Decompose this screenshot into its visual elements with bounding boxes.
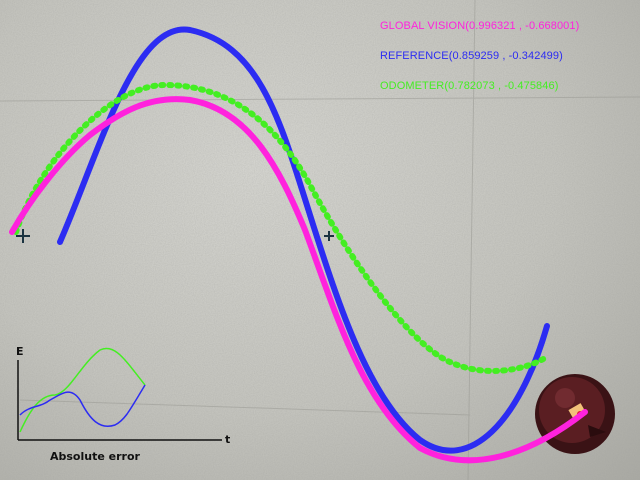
inset-x-label: t (225, 433, 230, 446)
global-vision-error-curve (19, 384, 146, 427)
error-inset: E t (16, 345, 230, 446)
legend-reference: REFERENCE(0.859259 , -0.342499) (380, 50, 563, 62)
legend-reference-coords: (0.859259 , -0.342499) (448, 50, 563, 62)
legend-global-vision: GLOBAL VISION(0.996321 , -0.668001) (380, 20, 579, 32)
odometer-error-curve (19, 347, 146, 433)
inset-y-label: E (16, 345, 24, 358)
legend-odometer: ODOMETER(0.782073 , -0.475846) (380, 80, 558, 92)
reference-trajectory (57, 26, 550, 454)
legend-odometer-label: ODOMETER (380, 80, 445, 92)
legend-odometer-coords: (0.782073 , -0.475846) (444, 80, 559, 92)
inset-caption: Absolute error (50, 450, 140, 463)
start-markers (16, 229, 334, 243)
legend-reference-label: REFERENCE (380, 50, 449, 62)
robot (535, 374, 615, 454)
odometer-trajectory (13, 81, 548, 374)
global-vision-trajectory (9, 96, 588, 464)
legend-global-vision-label: GLOBAL VISION (380, 20, 466, 32)
legend-global-vision-coords: (0.996321 , -0.668001) (465, 20, 580, 32)
